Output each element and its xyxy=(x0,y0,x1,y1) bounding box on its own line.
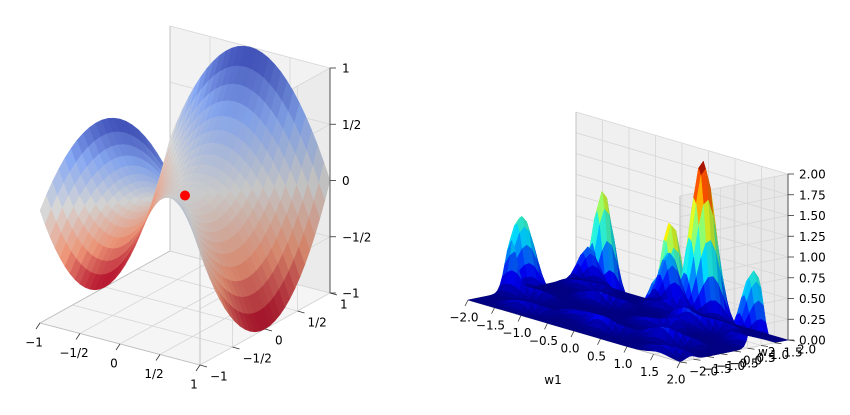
x-tick-label: 1/2 xyxy=(144,367,163,381)
x-axis-label: w1 xyxy=(544,373,561,387)
loss-landscape-plot: −2.0−1.5−1.0−0.50.00.51.01.52.0−2.0−1.5−… xyxy=(449,111,826,387)
x-tick-mark xyxy=(544,323,548,330)
y-tick-mark xyxy=(297,310,305,314)
y-tick-mark xyxy=(693,358,701,361)
saddle-point-marker xyxy=(180,190,190,201)
saddle-surface-plot: −1−1/201/21−1−1/201/21−1−1/201/21 xyxy=(25,25,371,392)
y-tick-label: 0 xyxy=(275,334,283,348)
y-tick-label: −1.5 xyxy=(703,362,732,376)
saddle-x-ticks: −1 −1/2 0 1/2 1 xyxy=(25,322,201,392)
x-tick-label: 1.0 xyxy=(613,357,632,371)
z-tick-label: 2.00 xyxy=(799,168,826,182)
x-tick-label: 0 xyxy=(110,357,118,371)
y-tick-mark xyxy=(679,361,688,364)
z-tick-label: −1 xyxy=(342,287,360,301)
y-tick-label: 1.5 xyxy=(784,345,803,359)
z-tick-label: 0.00 xyxy=(799,334,826,348)
x-tick-label: 1 xyxy=(190,378,198,392)
x-tick-label: −1.5 xyxy=(476,318,505,332)
x-tick-label: −2.0 xyxy=(449,311,478,325)
z-tick-label: 1 xyxy=(342,62,350,76)
landscape-z-ticks: 0.00 0.25 0.50 0.75 1.00 1.25 1.50 1.75 2.00 xyxy=(787,168,826,348)
z-tick-label: 1/2 xyxy=(342,118,361,132)
x-tick-label: −1.0 xyxy=(502,326,531,340)
y-tick-mark xyxy=(232,346,240,350)
x-tick-mark xyxy=(623,346,628,353)
x-tick-mark xyxy=(650,354,654,361)
x-tick-mark xyxy=(35,322,41,330)
x-tick-mark xyxy=(597,338,601,345)
landscape-x-ticks: −2.0−1.5−1.0−0.50.0 0.5 1.0 1.5 2.0 xyxy=(449,299,686,387)
y-tick-mark xyxy=(774,342,782,345)
z-tick-label: 1.75 xyxy=(799,188,826,202)
x-tick-mark xyxy=(676,361,681,369)
x-tick-mark xyxy=(570,330,575,338)
z-tick-label: 0 xyxy=(342,174,350,188)
saddle-surface xyxy=(39,45,331,333)
z-tick-label: −1/2 xyxy=(342,230,371,244)
y-tick-mark xyxy=(733,350,742,353)
y-tick-label: 2.0 xyxy=(797,343,816,357)
y-tick-label: 0.5 xyxy=(757,351,776,365)
saddle-y-ticks: −1 −1/20 1/2 1 xyxy=(199,292,348,384)
y-tick-mark xyxy=(760,345,769,347)
y-tick-mark xyxy=(199,364,208,368)
x-tick-mark xyxy=(115,343,121,351)
x-tick-label: −0.5 xyxy=(529,334,558,348)
landscape-surface xyxy=(467,160,789,362)
x-tick-label: 0.0 xyxy=(560,342,579,356)
y-tick-mark xyxy=(720,353,728,356)
z-tick-label: 0.75 xyxy=(799,271,826,285)
y-tick-label: 0.0 xyxy=(743,354,762,368)
x-tick-mark xyxy=(75,333,81,340)
x-tick-mark xyxy=(155,354,161,361)
z-tick-label: 1.50 xyxy=(799,209,826,223)
y-tick-label: 1/2 xyxy=(308,316,327,330)
x-tick-label: 0.5 xyxy=(587,349,606,363)
y-axis-label: w2 xyxy=(758,345,775,359)
x-tick-mark xyxy=(464,299,469,307)
z-tick-label: 0.50 xyxy=(799,292,826,306)
x-tick-label: −1/2 xyxy=(59,346,88,360)
saddle-z-ticks: −1 −1/2 0 1/2 1 xyxy=(329,62,371,301)
z-tick-label: 0.25 xyxy=(799,313,826,327)
surface-patch xyxy=(573,277,581,280)
z-tick-label: 1.00 xyxy=(799,251,826,265)
x-tick-mark xyxy=(491,307,495,314)
y-tick-mark xyxy=(706,356,715,358)
x-tick-mark xyxy=(195,364,201,372)
y-tick-label: −1 xyxy=(210,370,228,384)
z-tick-label: 1.25 xyxy=(799,230,826,244)
y-tick-label: 1.0 xyxy=(770,348,789,362)
x-tick-label: 1.5 xyxy=(640,365,659,379)
y-tick-mark xyxy=(264,328,273,332)
landscape-y-ticks: −2.0−1.5−1.0−0.50.00.51.01.52.0 xyxy=(679,339,816,379)
y-tick-label: 1 xyxy=(340,298,348,312)
y-tick-label: −1/2 xyxy=(243,352,272,366)
y-tick-label: −0.5 xyxy=(730,356,759,370)
y-tick-label: −2.0 xyxy=(689,365,718,379)
x-tick-label: −1 xyxy=(25,336,43,350)
surface-patch xyxy=(164,123,177,158)
y-tick-mark xyxy=(747,347,755,350)
x-tick-mark xyxy=(517,315,522,322)
x-tick-label: 2.0 xyxy=(666,373,685,387)
y-tick-label: −1.0 xyxy=(716,359,745,373)
